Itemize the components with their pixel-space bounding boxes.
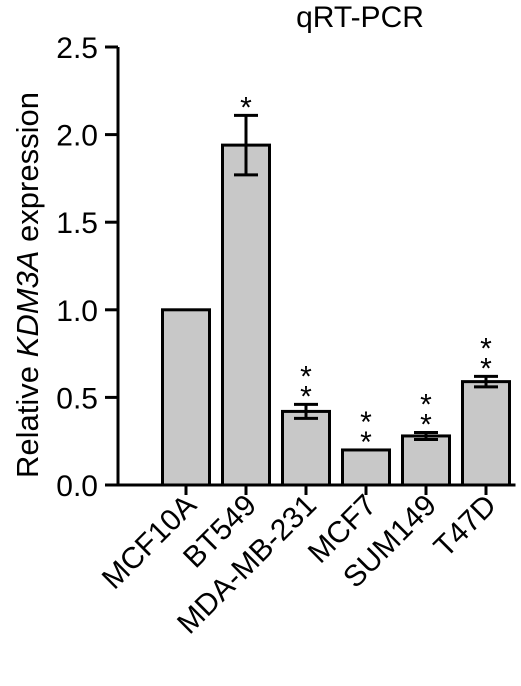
significance-marker-mda-mb-231: * *: [300, 360, 312, 413]
y-tick-label: 1.5: [56, 207, 98, 240]
bar-sum149: [401, 434, 451, 487]
error-bar-bt549: [234, 113, 258, 177]
chart-title: qRT-PCR: [296, 1, 424, 34]
significance-marker-bt549: *: [240, 91, 252, 124]
error-bar-t47d: [474, 374, 498, 389]
y-tick-label: 1.0: [56, 295, 98, 328]
y-tick-label: 2.0: [56, 120, 98, 153]
y-axis-label: Relative KDM3A expression: [10, 92, 45, 478]
error-bar-sum149: [414, 430, 438, 441]
x-tick-label: T47D: [428, 489, 503, 564]
bar-bt549: [221, 143, 271, 487]
y-tick-label: 0.0: [56, 470, 98, 503]
bar-t47d: [461, 380, 511, 487]
y-axis-label-suffix: expression: [10, 92, 45, 251]
significance-marker-sum149: * *: [420, 388, 432, 441]
significance-marker-t47d: * *: [480, 332, 492, 385]
y-tick-label: 0.5: [56, 382, 98, 415]
y-axis-label-gene: KDM3A: [10, 251, 45, 358]
significance-marker-mcf7: * *: [360, 406, 372, 459]
bar-mda-mb-231: [281, 409, 331, 487]
y-axis-label-prefix: Relative: [10, 357, 45, 478]
bar-mcf10a: [161, 308, 211, 487]
error-bar-mda-mb-231: [294, 402, 318, 420]
error-bars-group: [234, 113, 498, 441]
significance-group: ** ** ** ** *: [240, 91, 492, 459]
bars-group: [161, 143, 511, 487]
y-axis: 0.0 0.5 1.0 1.5 2.0 2.5: [56, 32, 120, 503]
y-tick-label: 2.5: [56, 32, 98, 65]
svg-text:Relative KDM3A expression: Relative KDM3A expression: [10, 92, 45, 478]
